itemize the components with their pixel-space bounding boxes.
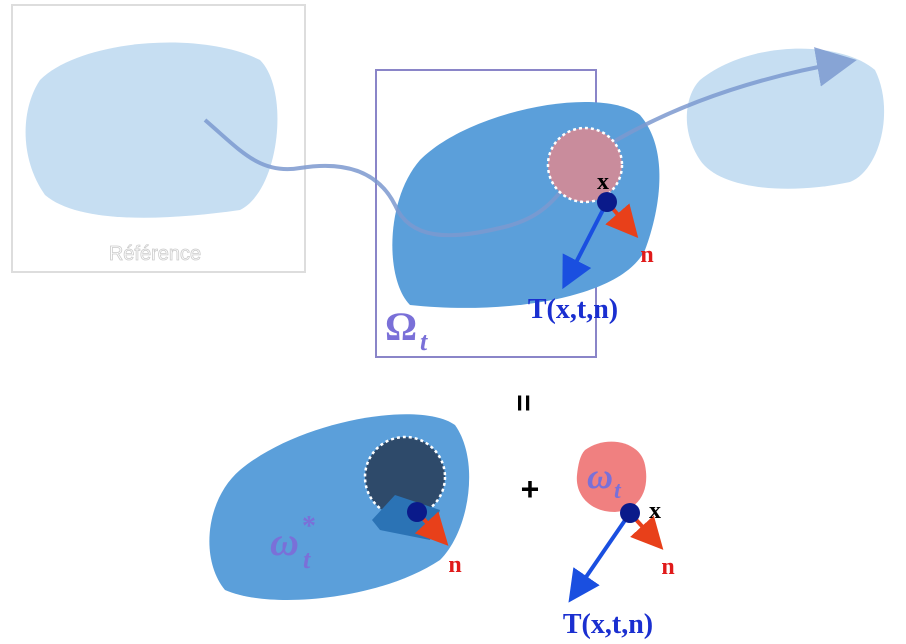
reference-body: [26, 43, 278, 218]
subdomain: [548, 128, 622, 202]
part-point-label: x: [649, 498, 661, 524]
part-point: [620, 503, 640, 523]
plus: +: [521, 471, 540, 507]
page: Référence x n T(x,t,n) Ω t = n ω * t + ω…: [0, 0, 906, 644]
equals: =: [507, 394, 540, 412]
traction-label: T(x,t,n): [528, 294, 618, 325]
point-label: x: [597, 169, 609, 195]
domain-subscript: t: [420, 327, 428, 356]
point: [597, 192, 617, 212]
complement-subscript: t: [303, 545, 311, 574]
normal-label: n: [640, 242, 653, 268]
part-symbol: ω: [587, 456, 613, 496]
part-traction-arrow: [573, 513, 630, 596]
complement-symbol: ω: [270, 519, 299, 564]
part-traction-label: T(x,t,n): [563, 609, 653, 640]
diagram: Référence x n T(x,t,n) Ω t = n ω * t + ω…: [0, 0, 906, 644]
complement-normal-label: n: [448, 552, 461, 578]
reference-label: Référence: [109, 243, 201, 265]
domain-symbol: Ω: [385, 304, 417, 349]
complement-point: [407, 502, 427, 522]
complement-superscript: *: [302, 511, 316, 542]
future-body: [687, 49, 884, 189]
part-normal-label: n: [661, 554, 674, 580]
